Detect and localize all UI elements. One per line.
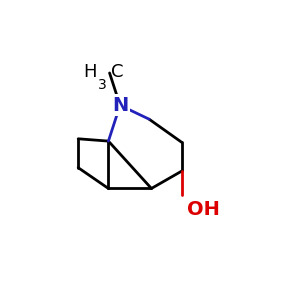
Text: C: C <box>111 63 124 81</box>
Text: 3: 3 <box>98 78 107 92</box>
Text: N: N <box>112 96 128 115</box>
Text: OH: OH <box>188 200 220 219</box>
Text: H: H <box>83 63 97 81</box>
